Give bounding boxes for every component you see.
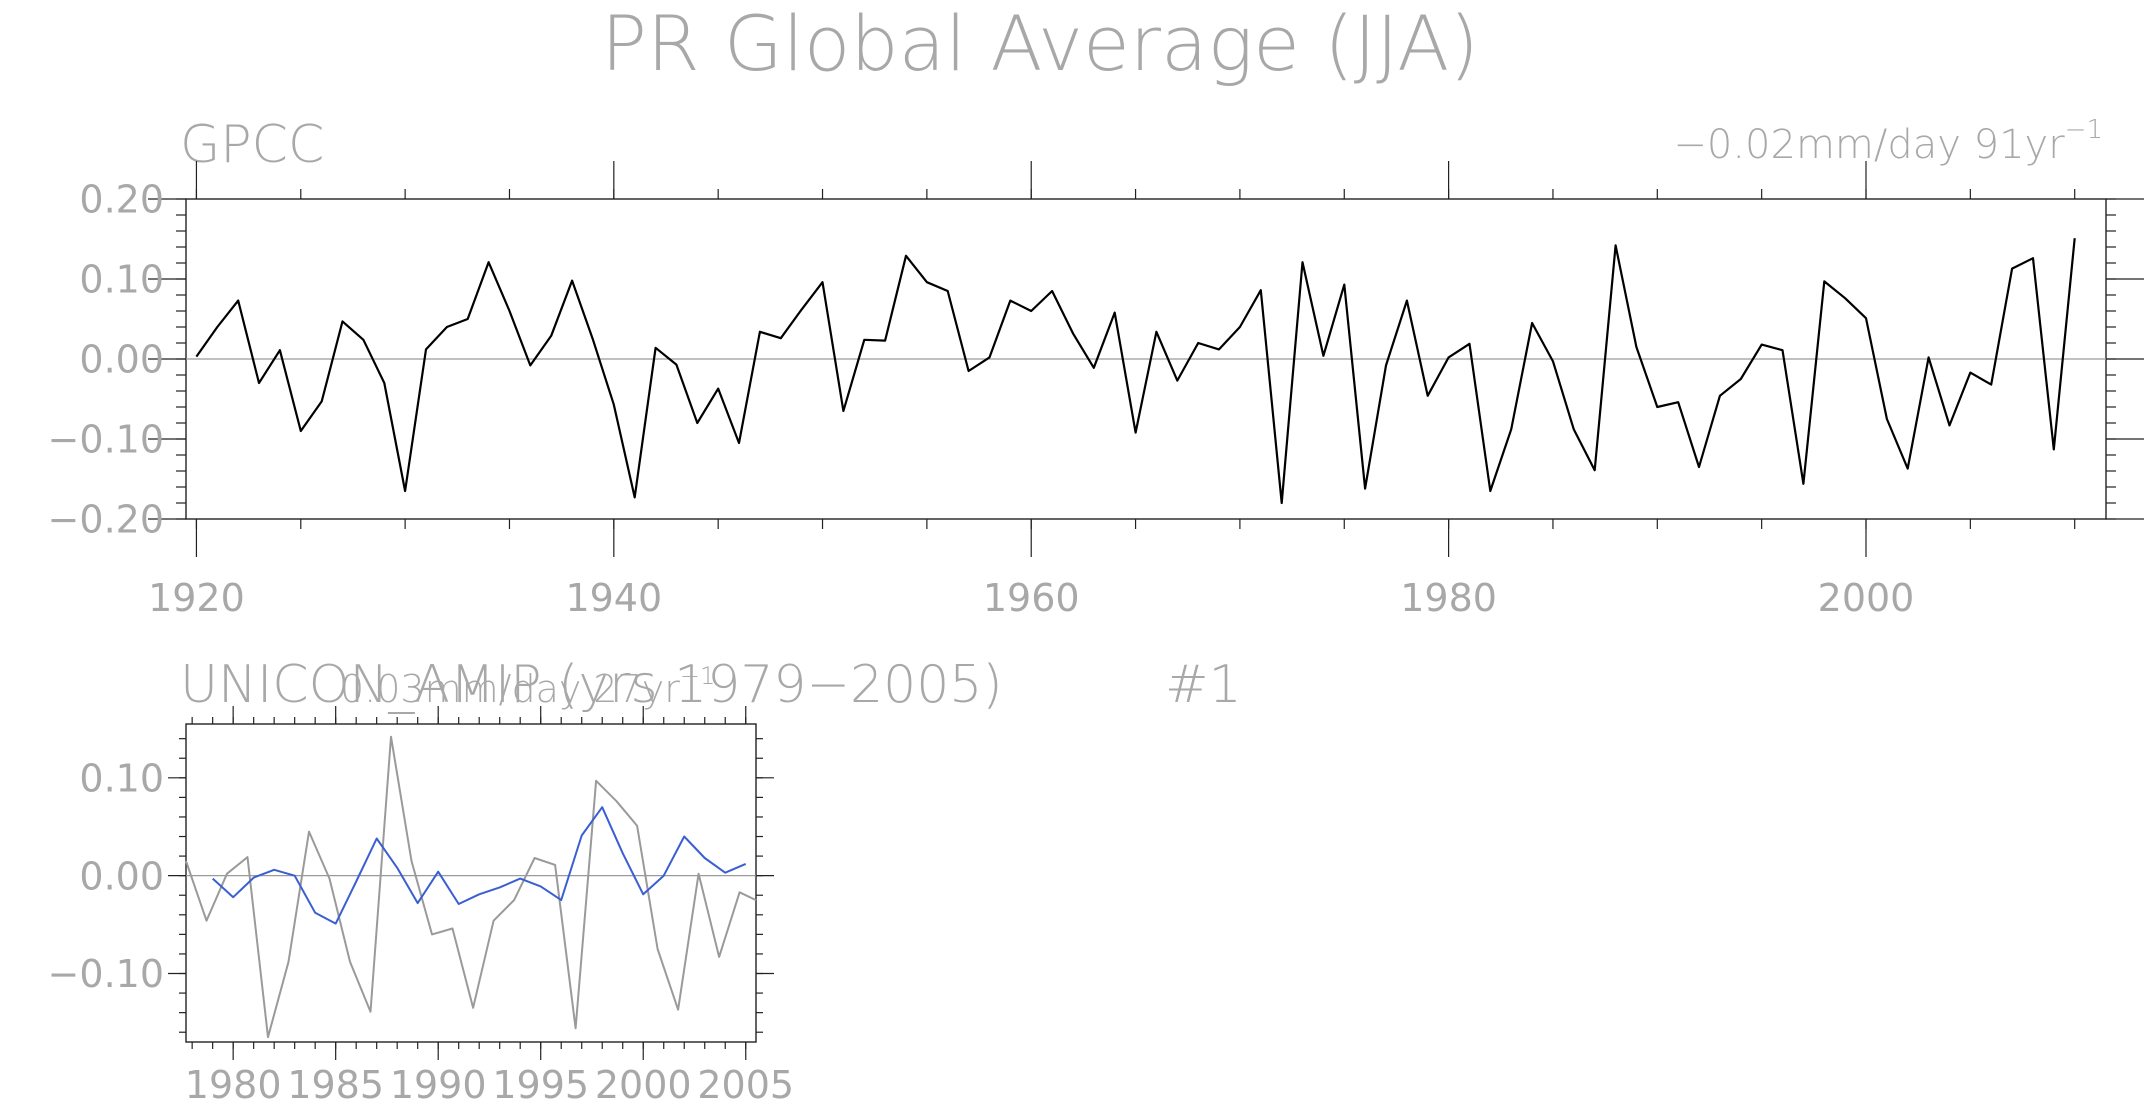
y-tick-label: 0.10 xyxy=(79,756,164,800)
y-tick-label: 0.10 xyxy=(79,258,164,302)
y-tick-label: −0.20 xyxy=(48,498,164,542)
gpcc-y-tick-labels: 0.20 0.10 0.00 −0.10 −0.20 xyxy=(48,178,164,542)
figure-title: PR Global Average (JJA) xyxy=(601,0,1479,88)
gpcc-panel: GPCC −0.02mm/day 91yr−1 0.20 0.10 0.00 −0.1… xyxy=(48,115,2144,620)
series-line-1 xyxy=(195,238,2076,505)
x-tick-label: 1940 xyxy=(565,576,662,620)
unicon-plot-frame xyxy=(185,723,757,1043)
unicon-panel: UNICON_AMIP (yrs 1979−2005) 0.03mm/day 2… xyxy=(48,655,1242,1107)
x-tick-label: 2000 xyxy=(1818,576,1915,620)
x-tick-label: 1980 xyxy=(1400,576,1497,620)
x-tick-label: 2000 xyxy=(595,1063,692,1107)
unicon-trend-label: 0.03mm/day 27yr−1 xyxy=(340,662,715,711)
y-tick-label: 0.00 xyxy=(79,338,164,382)
unicon-y-tick-labels: 0.10 0.00 −0.10 xyxy=(48,756,164,996)
unicon-ticks xyxy=(168,706,774,1060)
y-tick-label: 0.00 xyxy=(79,854,164,898)
gpcc-series xyxy=(186,238,2106,505)
x-tick-label: 1995 xyxy=(492,1063,589,1107)
gpcc-ticks xyxy=(148,161,2144,557)
series-line-1 xyxy=(185,735,757,1039)
y-tick-label: 0.20 xyxy=(79,178,164,222)
unicon-panel-title: UNICON_AMIP (yrs 1979−2005) xyxy=(180,655,1003,715)
unicon-series xyxy=(185,735,757,1039)
unicon-run-label: #1 xyxy=(1165,655,1242,715)
x-tick-label: 1990 xyxy=(390,1063,487,1107)
x-tick-label: 1985 xyxy=(287,1063,384,1107)
y-tick-label: −0.10 xyxy=(48,952,164,996)
series-line-2 xyxy=(212,806,747,925)
y-tick-label: −0.10 xyxy=(48,418,164,462)
x-tick-label: 2005 xyxy=(697,1063,794,1107)
gpcc-trend-label: −0.02mm/day 91yr−1 xyxy=(1673,115,2103,168)
gpcc-x-tick-labels: 1920 1940 1960 1980 2000 xyxy=(148,576,1914,620)
x-tick-label: 1980 xyxy=(185,1063,282,1107)
unicon-x-tick-labels: 1980 1985 1990 1995 2000 2005 xyxy=(185,1063,794,1107)
x-tick-label: 1960 xyxy=(983,576,1080,620)
gpcc-panel-title: GPCC xyxy=(180,115,324,175)
x-tick-label: 1920 xyxy=(148,576,245,620)
